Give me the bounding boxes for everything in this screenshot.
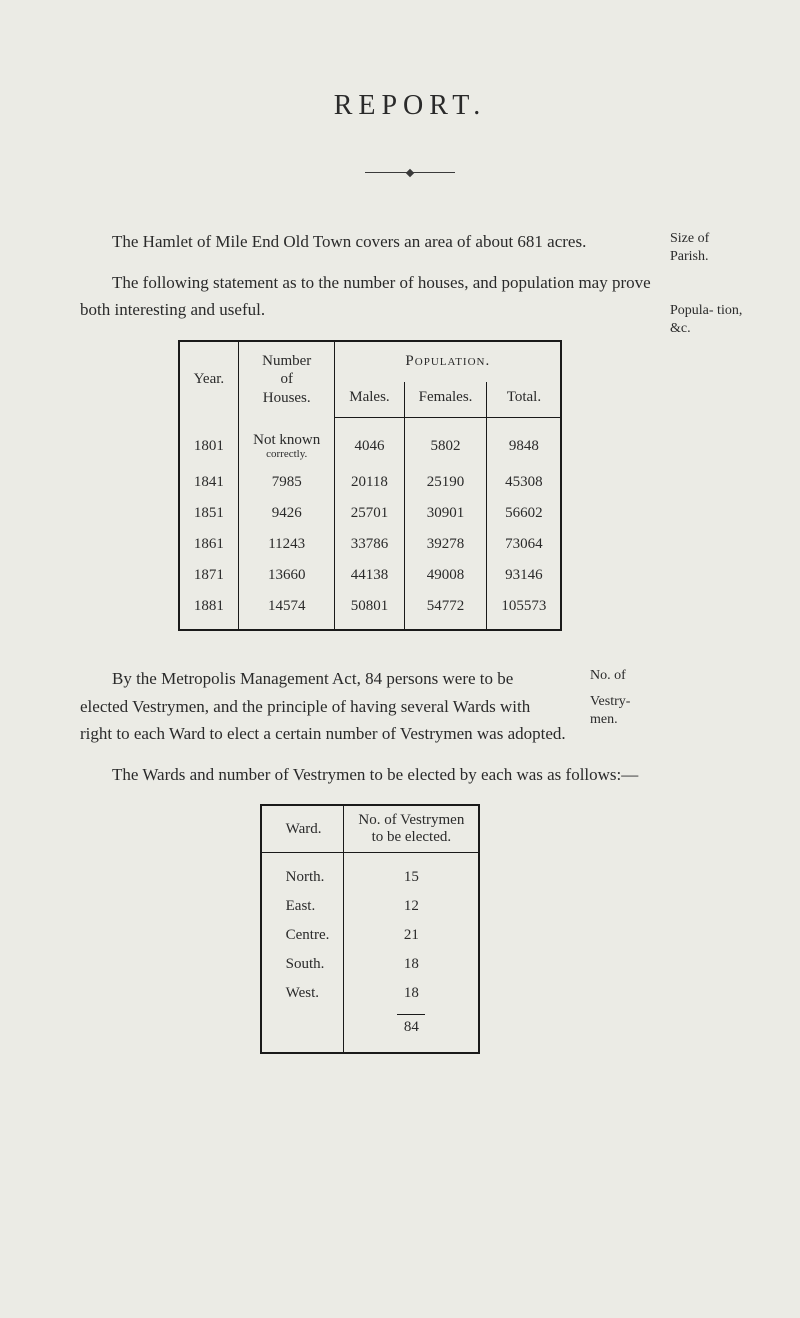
cell-houses: 13660 <box>239 560 335 591</box>
cell-year: 1801 <box>179 418 239 468</box>
wards-table-head: Ward. No. of Vestrymen to be elected. <box>261 805 480 853</box>
col-header-males: Males. <box>335 382 404 418</box>
col-header-year: Year. <box>179 341 239 418</box>
margin-note-population: Popula- tion, &c. <box>670 302 750 337</box>
table-row: 1851 9426 25701 30901 56602 <box>179 498 562 529</box>
cell-houses: Not known correctly. <box>239 418 335 468</box>
table-row: 1801 Not known correctly. 4046 5802 9848 <box>179 418 562 468</box>
nv-line1: No. of Vestrymen <box>358 812 464 828</box>
houses-h-line2: of <box>280 371 293 387</box>
table-sum-row: 84 <box>261 1008 480 1053</box>
houses-main: Not known <box>253 432 320 448</box>
cell-females: 54772 <box>404 591 487 630</box>
table-row: South. 18 <box>261 950 480 979</box>
table-row: 1841 7985 20118 25190 45308 <box>179 467 562 498</box>
cell-year: 1851 <box>179 498 239 529</box>
cell-houses: 14574 <box>239 591 335 630</box>
cell-males: 20118 <box>335 467 404 498</box>
cell-males: 33786 <box>335 529 404 560</box>
cell-total: 56602 <box>487 498 562 529</box>
cell-males: 4046 <box>335 418 404 468</box>
sum-value: 84 <box>397 1014 425 1036</box>
margin-note-men: men. <box>590 711 670 729</box>
margin-note-no-of: No. of <box>590 667 670 685</box>
cell-houses: 11243 <box>239 529 335 560</box>
cell-year: 1841 <box>179 467 239 498</box>
paragraph-1: The Hamlet of Mile End Old Town covers a… <box>80 228 660 255</box>
paragraph-2: The following statement as to the number… <box>80 269 660 323</box>
cell-houses: 7985 <box>239 467 335 498</box>
cell-females: 25190 <box>404 467 487 498</box>
cell-males: 44138 <box>335 560 404 591</box>
cell-total: 73064 <box>487 529 562 560</box>
paragraph-3-line1: By the Metropolis Management Act, 84 per… <box>80 665 660 692</box>
cell-females: 49008 <box>404 560 487 591</box>
col-header-population: Population. <box>335 341 562 382</box>
table-row: East. 12 <box>261 892 480 921</box>
houses-sub: correctly. <box>253 448 320 460</box>
cell-count: 18 <box>344 950 479 979</box>
title-divider <box>365 172 455 173</box>
report-title: REPORT. <box>80 90 740 122</box>
cell-total: 93146 <box>487 560 562 591</box>
table-row: West. 18 <box>261 979 480 1008</box>
cell-ward: East. <box>261 892 344 921</box>
body-area: Size of Parish. The Hamlet of Mile End O… <box>80 228 740 1054</box>
cell-count: 21 <box>344 921 479 950</box>
cell-empty <box>261 1008 344 1053</box>
col-header-houses: Number of Houses. <box>239 341 335 418</box>
margin-note-size-parish: Size of Parish. <box>670 230 750 265</box>
cell-total: 9848 <box>487 418 562 468</box>
table-row: North. 15 <box>261 853 480 893</box>
paragraph-3-rest: right to each Ward to elect a certain nu… <box>80 720 660 747</box>
wards-table-body: North. 15 East. 12 Centre. 21 South. 18 … <box>261 853 480 1054</box>
para3-wrap: No. of Vestry- men. By the Metropolis Ma… <box>80 665 660 747</box>
nv-line2: to be elected. <box>372 829 452 845</box>
margin-note-vestry: Vestry- <box>590 693 670 711</box>
page: REPORT. Size of Parish. The Hamlet of Mi… <box>0 0 800 1318</box>
cell-ward: North. <box>261 853 344 893</box>
houses-h-line1: Number <box>262 353 311 369</box>
houses-h-line3: Houses. <box>263 390 311 406</box>
cell-males: 50801 <box>335 591 404 630</box>
cell-year: 1861 <box>179 529 239 560</box>
cell-count: 12 <box>344 892 479 921</box>
cell-year: 1881 <box>179 591 239 630</box>
cell-ward: West. <box>261 979 344 1008</box>
population-table-body: 1801 Not known correctly. 4046 5802 9848… <box>179 418 562 631</box>
table-row: 1861 11243 33786 39278 73064 <box>179 529 562 560</box>
paragraph-4: The Wards and number of Vestrymen to be … <box>80 761 660 788</box>
cell-count: 15 <box>344 853 479 893</box>
cell-females: 5802 <box>404 418 487 468</box>
paragraph-3-line2: elected Vestrymen, and the principle of … <box>80 693 660 720</box>
table-row: 1881 14574 50801 54772 105573 <box>179 591 562 630</box>
col-header-vestrymen: No. of Vestrymen to be elected. <box>344 805 479 853</box>
table-row: 1871 13660 44138 49008 93146 <box>179 560 562 591</box>
population-table: Year. Number of Houses. Population. Male… <box>178 340 563 632</box>
population-table-head: Year. Number of Houses. Population. Male… <box>179 341 562 418</box>
cell-houses: 9426 <box>239 498 335 529</box>
col-header-females: Females. <box>404 382 487 418</box>
cell-total: 45308 <box>487 467 562 498</box>
cell-total: 105573 <box>487 591 562 630</box>
cell-ward: South. <box>261 950 344 979</box>
cell-males: 25701 <box>335 498 404 529</box>
cell-ward: Centre. <box>261 921 344 950</box>
col-header-ward: Ward. <box>261 805 344 853</box>
cell-females: 30901 <box>404 498 487 529</box>
wards-table: Ward. No. of Vestrymen to be elected. No… <box>260 804 481 1054</box>
cell-sum: 84 <box>344 1008 479 1053</box>
cell-count: 18 <box>344 979 479 1008</box>
cell-females: 39278 <box>404 529 487 560</box>
col-header-total: Total. <box>487 382 562 418</box>
cell-year: 1871 <box>179 560 239 591</box>
table-row: Centre. 21 <box>261 921 480 950</box>
